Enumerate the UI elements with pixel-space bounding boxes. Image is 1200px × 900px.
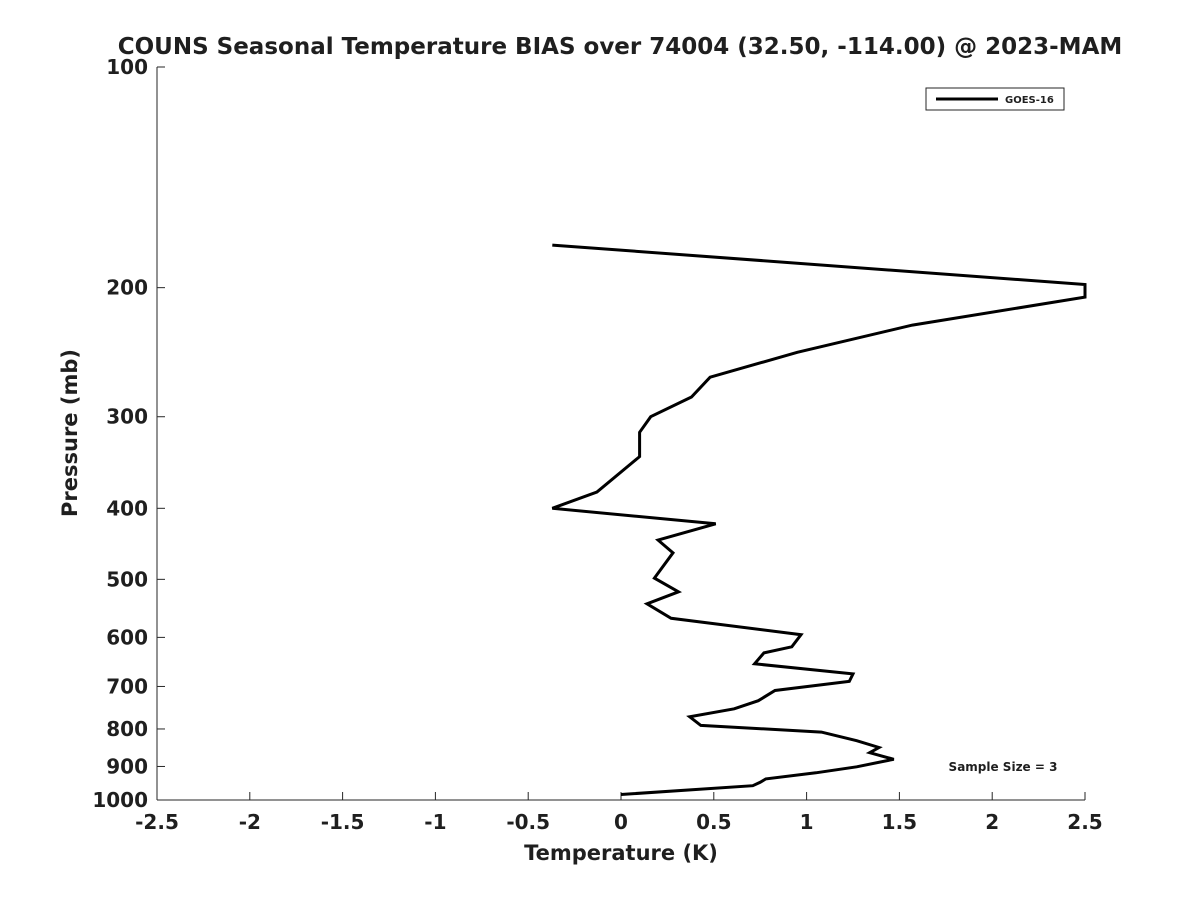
- y-tick-label: 1000: [92, 788, 148, 812]
- y-tick-label: 500: [106, 567, 148, 591]
- x-axis-title: Temperature (K): [524, 841, 718, 865]
- x-tick-label: -0.5: [506, 810, 550, 834]
- x-tick-label: -1: [424, 810, 446, 834]
- y-tick-label: 400: [106, 496, 148, 520]
- y-tick-label: 300: [106, 405, 148, 429]
- x-tick-label: 2.5: [1067, 810, 1102, 834]
- y-tick-label: 100: [106, 55, 148, 79]
- x-tick-label: -2.5: [135, 810, 179, 834]
- x-tick-label: 0.5: [696, 810, 731, 834]
- x-tick-label: 2: [985, 810, 999, 834]
- series-layer: [551, 243, 1087, 796]
- plot-axes: [156, 67, 1085, 801]
- sample-size-annotation: Sample Size = 3: [949, 760, 1058, 774]
- y-tick-label: 900: [106, 754, 148, 778]
- chart-title: COUNS Seasonal Temperature BIAS over 740…: [118, 34, 1123, 60]
- y-tick-label: 700: [106, 674, 148, 698]
- x-axis-ticks: -2.5 -2 -1.5 -1 -0.5 0 0.5 1 1.5 2 2.5: [135, 792, 1103, 834]
- legend[interactable]: GOES-16: [925, 87, 1065, 111]
- y-tick-label: 800: [106, 717, 148, 741]
- x-tick-label: 1.5: [882, 810, 917, 834]
- y-axis-ticks: 100 200 300 400 500 600 700 800 900 1000: [92, 55, 165, 812]
- y-tick-label: 200: [106, 276, 148, 300]
- x-tick-label: -1.5: [321, 810, 365, 834]
- x-tick-label: 1: [800, 810, 814, 834]
- y-tick-label: 600: [106, 625, 148, 649]
- x-tick-label: -2: [239, 810, 261, 834]
- legend-label-goes-16: GOES-16: [1005, 95, 1054, 106]
- y-axis-title: Pressure (mb): [58, 349, 82, 517]
- x-tick-label: 0: [614, 810, 628, 834]
- series-line-goes-16: [551, 243, 1087, 796]
